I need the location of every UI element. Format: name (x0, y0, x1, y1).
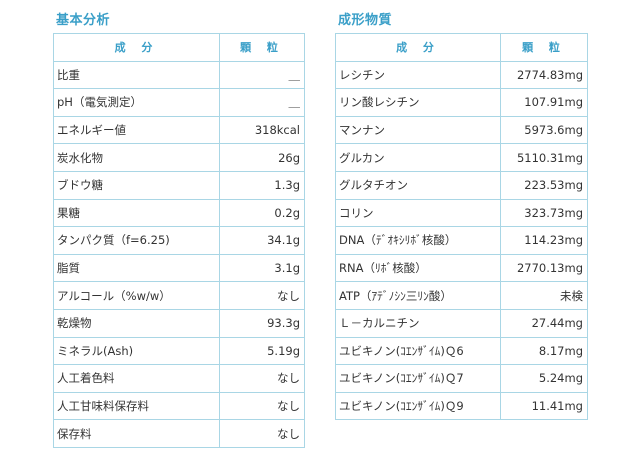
header-component: 成 分 (335, 33, 501, 62)
component-value: なし (219, 281, 305, 310)
table-row: グルタチオン 223.53mg (335, 170, 588, 200)
component-value: 2774.83mg (500, 60, 588, 90)
component-name: ユビキノン(ｺｴﾝｻﾞｲﾑ)Ｑ9 (335, 391, 501, 421)
table-row: Ｌ－カルニチン 27.44mg (335, 308, 588, 338)
components-table: 成 分 顆 粒 レシチン 2774.83mg リン酸レシチン 107.91mg マン… (335, 33, 588, 421)
table-row: 炭水化物 26g (53, 143, 305, 172)
component-name: コリン (335, 198, 501, 228)
basic-analysis-table: 成 分 顆 粒 比重 ＿ pH（電気測定） ＿ エネルギー値 318kcal 炭水化物… (53, 33, 305, 448)
component-value: 223.53mg (500, 170, 588, 200)
table-row: エネルギー値 318kcal (53, 115, 305, 145)
component-value: 3.1g (219, 253, 305, 283)
component-name: アルコール（%w/w） (53, 281, 220, 310)
header-amount: 顆 粒 (500, 33, 588, 62)
component-name: ブドウ糖 (53, 170, 220, 200)
component-value: 26g (219, 143, 305, 172)
table-row: 人工着色料 なし (53, 364, 305, 393)
component-value: 107.91mg (500, 88, 588, 117)
component-name: ユビキノン(ｺｴﾝｻﾞｲﾑ)Ｑ6 (335, 336, 501, 366)
component-name: RNA（ﾘﾎﾞ核酸） (335, 253, 501, 283)
component-name: Ｌ－カルニチン (335, 308, 501, 338)
components-title: 成形物質 (338, 13, 393, 28)
component-value: 未検 (500, 281, 588, 310)
table-row: RNA（ﾘﾎﾞ核酸） 2770.13mg (335, 253, 588, 283)
component-value: 114.23mg (500, 226, 588, 255)
component-name: レシチン (335, 60, 501, 90)
component-value: 8.17mg (500, 336, 588, 366)
component-value: なし (219, 364, 305, 393)
table-row: ユビキノン(ｺｴﾝｻﾞｲﾑ)Ｑ6 8.17mg (335, 336, 588, 366)
component-name: ミネラル(Ash) (53, 336, 220, 366)
component-value: 5973.6mg (500, 115, 588, 145)
component-name: ユビキノン(ｺｴﾝｻﾞｲﾑ)Ｑ7 (335, 364, 501, 393)
component-value: 11.41mg (500, 391, 588, 421)
component-value: 93.3g (219, 308, 305, 338)
component-name: 保存料 (53, 419, 220, 448)
component-name: エネルギー値 (53, 115, 220, 145)
component-name: リン酸レシチン (335, 88, 501, 117)
table-row: ミネラル(Ash) 5.19g (53, 336, 305, 366)
table-row: ユビキノン(ｺｴﾝｻﾞｲﾑ)Ｑ9 11.41mg (335, 391, 588, 421)
table-row: 保存料 なし (53, 419, 305, 448)
component-name: タンパク質（f=6.25) (53, 226, 220, 255)
component-name: マンナン (335, 115, 501, 145)
component-value: なし (219, 391, 305, 421)
component-name: pH（電気測定） (53, 88, 220, 117)
table-row: 果糖 0.2g (53, 198, 305, 228)
table-row: ユビキノン(ｺｴﾝｻﾞｲﾑ)Ｑ7 5.24mg (335, 364, 588, 393)
component-value: 5110.31mg (500, 143, 588, 172)
table-header-row: 成 分 顆 粒 (53, 33, 305, 62)
component-name: 脂質 (53, 253, 220, 283)
component-name: 人工甘味料保存料 (53, 391, 220, 421)
table-row: リン酸レシチン 107.91mg (335, 88, 588, 117)
component-name: 比重 (53, 60, 220, 90)
component-value: ＿ (219, 88, 305, 117)
table-row: DNA（ﾃﾞｵｷｼﾘﾎﾞ核酸） 114.23mg (335, 226, 588, 255)
table-row: ATP（ｱﾃﾞﾉｼﾝ三ﾘﾝ酸） 未検 (335, 281, 588, 310)
component-name: 果糖 (53, 198, 220, 228)
table-row: レシチン 2774.83mg (335, 60, 588, 90)
component-value: 1.3g (219, 170, 305, 200)
component-name: 乾燥物 (53, 308, 220, 338)
table-row: pH（電気測定） ＿ (53, 88, 305, 117)
header-component: 成 分 (53, 33, 220, 62)
table-row: 比重 ＿ (53, 60, 305, 90)
table-row: アルコール（%w/w） なし (53, 281, 305, 310)
component-value: 323.73mg (500, 198, 588, 228)
component-name: ATP（ｱﾃﾞﾉｼﾝ三ﾘﾝ酸） (335, 281, 501, 310)
table-row: タンパク質（f=6.25) 34.1g (53, 226, 305, 255)
component-value: 5.19g (219, 336, 305, 366)
component-name: グルカン (335, 143, 501, 172)
table-row: マンナン 5973.6mg (335, 115, 588, 145)
component-value: なし (219, 419, 305, 448)
component-value: 2770.13mg (500, 253, 588, 283)
table-row: 人工甘味料保存料 なし (53, 391, 305, 421)
component-name: 人工着色料 (53, 364, 220, 393)
component-value: ＿ (219, 60, 305, 90)
component-value: 0.2g (219, 198, 305, 228)
table-header-row: 成 分 顆 粒 (335, 33, 588, 62)
component-value: 34.1g (219, 226, 305, 255)
component-value: 27.44mg (500, 308, 588, 338)
table-row: コリン 323.73mg (335, 198, 588, 228)
table-row: グルカン 5110.31mg (335, 143, 588, 172)
component-name: DNA（ﾃﾞｵｷｼﾘﾎﾞ核酸） (335, 226, 501, 255)
table-row: 乾燥物 93.3g (53, 308, 305, 338)
header-amount: 顆 粒 (219, 33, 305, 62)
table-row: ブドウ糖 1.3g (53, 170, 305, 200)
table-row: 脂質 3.1g (53, 253, 305, 283)
component-name: グルタチオン (335, 170, 501, 200)
component-value: 318kcal (219, 115, 305, 145)
component-value: 5.24mg (500, 364, 588, 393)
basic-analysis-title: 基本分析 (56, 13, 111, 28)
component-name: 炭水化物 (53, 143, 220, 172)
